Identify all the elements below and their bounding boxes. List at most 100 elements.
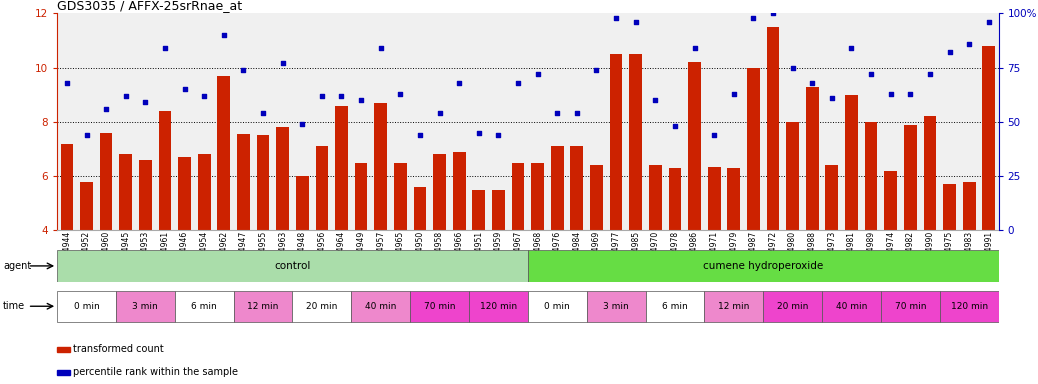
Bar bbox=[845, 95, 857, 230]
Bar bbox=[586, 291, 646, 322]
Bar bbox=[571, 146, 583, 230]
Point bbox=[627, 19, 644, 25]
Bar bbox=[375, 103, 387, 230]
Point bbox=[294, 121, 310, 127]
Bar bbox=[805, 87, 819, 230]
Text: percentile rank within the sample: percentile rank within the sample bbox=[73, 367, 238, 377]
Point bbox=[450, 80, 467, 86]
Bar bbox=[944, 184, 956, 230]
Point bbox=[412, 132, 429, 138]
Point bbox=[98, 106, 114, 112]
Bar bbox=[296, 176, 308, 230]
Text: 20 min: 20 min bbox=[306, 302, 337, 311]
Bar bbox=[316, 146, 328, 230]
Bar bbox=[469, 291, 527, 322]
Bar bbox=[410, 291, 469, 322]
Point bbox=[608, 15, 625, 21]
Point bbox=[549, 110, 566, 116]
Point bbox=[745, 15, 762, 21]
Point bbox=[666, 123, 683, 129]
Bar bbox=[237, 134, 250, 230]
Bar bbox=[293, 291, 351, 322]
Bar bbox=[708, 167, 720, 230]
Bar bbox=[527, 291, 586, 322]
Bar bbox=[217, 76, 230, 230]
Bar bbox=[351, 291, 410, 322]
Bar bbox=[822, 291, 881, 322]
Point bbox=[313, 93, 330, 99]
Point bbox=[373, 45, 389, 51]
Text: 70 min: 70 min bbox=[895, 302, 926, 311]
Bar bbox=[904, 125, 917, 230]
Point bbox=[686, 45, 703, 51]
Bar bbox=[472, 190, 485, 230]
Point bbox=[470, 130, 487, 136]
Point bbox=[353, 97, 370, 103]
Text: 12 min: 12 min bbox=[718, 302, 749, 311]
Bar bbox=[394, 162, 407, 230]
Point bbox=[216, 32, 233, 38]
Bar bbox=[179, 157, 191, 230]
Bar bbox=[982, 46, 995, 230]
Point bbox=[78, 132, 94, 138]
Point bbox=[274, 60, 291, 66]
Text: 0 min: 0 min bbox=[74, 302, 100, 311]
Bar bbox=[492, 190, 504, 230]
Point bbox=[706, 132, 722, 138]
Point bbox=[196, 93, 213, 99]
Bar bbox=[60, 144, 74, 230]
Bar bbox=[174, 291, 234, 322]
Point bbox=[392, 91, 409, 97]
Point bbox=[254, 110, 271, 116]
Text: 6 min: 6 min bbox=[662, 302, 688, 311]
Bar bbox=[728, 168, 740, 230]
Bar bbox=[649, 165, 661, 230]
Bar bbox=[119, 154, 132, 230]
Bar bbox=[688, 62, 701, 230]
Point bbox=[236, 67, 252, 73]
Text: 3 min: 3 min bbox=[603, 302, 629, 311]
Point bbox=[589, 67, 605, 73]
Bar bbox=[276, 127, 289, 230]
Bar bbox=[865, 122, 877, 230]
Point bbox=[765, 10, 782, 17]
Bar bbox=[551, 146, 564, 230]
Point bbox=[981, 19, 998, 25]
Bar bbox=[747, 68, 760, 230]
Bar bbox=[646, 291, 705, 322]
Point bbox=[510, 80, 526, 86]
Bar bbox=[924, 116, 936, 230]
Point bbox=[882, 91, 899, 97]
Bar bbox=[512, 162, 524, 230]
Text: 120 min: 120 min bbox=[480, 302, 517, 311]
Point bbox=[803, 80, 820, 86]
Text: GDS3035 / AFFX-25srRnae_at: GDS3035 / AFFX-25srRnae_at bbox=[57, 0, 242, 12]
Bar bbox=[884, 171, 897, 230]
Point bbox=[941, 50, 958, 56]
Bar bbox=[629, 54, 643, 230]
Text: transformed count: transformed count bbox=[73, 344, 163, 354]
Bar bbox=[139, 160, 152, 230]
Point bbox=[431, 110, 447, 116]
Point bbox=[58, 80, 75, 86]
Point bbox=[863, 71, 879, 77]
Bar bbox=[786, 122, 799, 230]
Point bbox=[529, 71, 546, 77]
Point bbox=[647, 97, 663, 103]
Text: 40 min: 40 min bbox=[365, 302, 397, 311]
Text: 20 min: 20 min bbox=[776, 302, 809, 311]
Point bbox=[490, 132, 507, 138]
Bar bbox=[939, 291, 999, 322]
Text: 70 min: 70 min bbox=[424, 302, 456, 311]
Bar bbox=[590, 165, 603, 230]
Point bbox=[843, 45, 859, 51]
Bar bbox=[963, 182, 976, 230]
Point bbox=[157, 45, 173, 51]
Bar bbox=[433, 154, 446, 230]
Text: 120 min: 120 min bbox=[951, 302, 988, 311]
Bar bbox=[668, 168, 681, 230]
Text: control: control bbox=[274, 261, 310, 271]
Bar bbox=[100, 133, 112, 230]
Bar bbox=[531, 162, 544, 230]
Point bbox=[176, 86, 193, 93]
